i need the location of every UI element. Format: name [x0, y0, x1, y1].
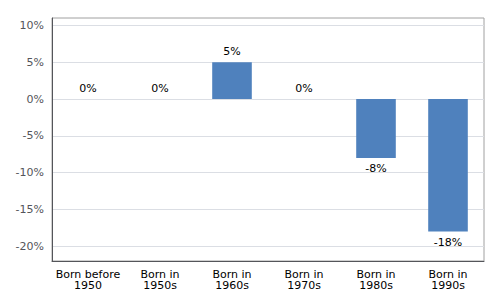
- svg-text:1970s: 1970s: [287, 279, 321, 292]
- svg-text:-18%: -18%: [434, 236, 462, 249]
- svg-text:1950s: 1950s: [143, 279, 177, 292]
- svg-text:5%: 5%: [27, 56, 44, 69]
- svg-text:0%: 0%: [79, 82, 96, 95]
- svg-text:-8%: -8%: [365, 162, 386, 175]
- svg-text:1990s: 1990s: [431, 279, 465, 292]
- svg-text:0%: 0%: [151, 82, 168, 95]
- svg-text:5%: 5%: [223, 45, 240, 58]
- svg-text:1950: 1950: [74, 279, 102, 292]
- svg-text:-15%: -15%: [16, 203, 44, 216]
- svg-text:0%: 0%: [27, 93, 44, 106]
- svg-text:10%: 10%: [20, 19, 44, 32]
- svg-text:1980s: 1980s: [359, 279, 393, 292]
- svg-text:Born in: Born in: [356, 268, 396, 281]
- svg-text:Born in: Born in: [428, 268, 468, 281]
- svg-text:Born in: Born in: [140, 268, 180, 281]
- svg-text:Born in: Born in: [212, 268, 252, 281]
- svg-text:1960s: 1960s: [215, 279, 249, 292]
- svg-text:-5%: -5%: [23, 129, 44, 142]
- svg-text:-20%: -20%: [16, 240, 44, 253]
- svg-text:Born before: Born before: [55, 268, 121, 281]
- svg-text:0%: 0%: [295, 82, 312, 95]
- svg-text:-10%: -10%: [16, 166, 44, 179]
- svg-text:Born in: Born in: [284, 268, 324, 281]
